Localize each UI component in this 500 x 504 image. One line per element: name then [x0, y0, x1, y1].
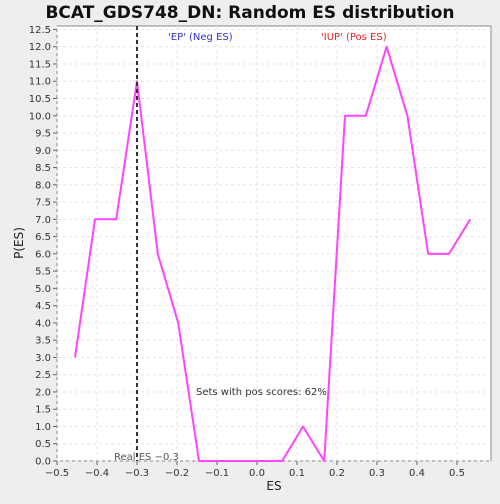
y-tick-label: 10.0	[29, 111, 51, 122]
y-tick-label: 11.5	[29, 59, 51, 70]
x-tick-label: 0.5	[449, 468, 465, 479]
y-tick-label: 0.5	[35, 439, 51, 450]
x-axis-title: ES	[266, 479, 281, 493]
neg-es-label: 'EP' (Neg ES)	[168, 32, 233, 43]
y-tick-label: 11.0	[29, 77, 51, 88]
y-tick-label: 1.5	[35, 405, 51, 416]
x-tick-label: 0.1	[289, 468, 305, 479]
y-tick-label: 6.0	[35, 249, 51, 260]
y-tick-label: 5.5	[35, 267, 51, 278]
y-tick-label: 4.5	[35, 301, 51, 312]
y-tick-label: 7.5	[35, 198, 51, 209]
x-tick-label: −0.4	[85, 468, 109, 479]
y-tick-label: 0.0	[35, 457, 51, 468]
y-tick-label: 12.5	[29, 25, 51, 36]
x-tick-label: 0.3	[369, 468, 385, 479]
y-axis-title: P(ES)	[12, 227, 26, 259]
pos-es-label: 'IUP' (Pos ES)	[321, 32, 387, 43]
y-tick-label: 12.0	[29, 42, 51, 53]
y-tick-label: 1.0	[35, 422, 51, 433]
y-tick-label: 8.5	[35, 163, 51, 174]
y-tick-label: 9.5	[35, 129, 51, 140]
pos-scores-annotation: Sets with pos scores: 62%	[196, 387, 327, 398]
y-tick-label: 9.0	[35, 146, 51, 157]
x-tick-label: 0.2	[329, 468, 345, 479]
real-es-label: Real ES −0.3	[114, 452, 179, 463]
chart-title: BCAT_GDS748_DN: Random ES distribution	[45, 3, 454, 23]
y-tick-label: 10.5	[29, 94, 51, 105]
x-axis: −0.5 −0.4 −0.3 −0.2 −0.1 0.0 0.1 0.2 0.3 0.4 0.5	[45, 461, 465, 479]
x-tick-label: 0.4	[409, 468, 425, 479]
y-tick-label: 3.0	[35, 353, 51, 364]
y-tick-label: 3.5	[35, 336, 51, 347]
y-axis: 0.0 0.5 1.0 1.5 2.0 2.5 3.0 3.5 4.0 4.5 5.0 5.5 6.0 6…	[29, 25, 57, 468]
x-tick-label: −0.3	[125, 468, 149, 479]
x-tick-label: −0.1	[205, 468, 229, 479]
y-tick-label: 8.0	[35, 180, 51, 191]
y-tick-label: 6.5	[35, 232, 51, 243]
y-tick-label: 2.0	[35, 387, 51, 398]
series-line	[74, 45, 472, 462]
series-layer	[74, 45, 472, 462]
y-tick-label: 2.5	[35, 370, 51, 381]
x-tick-label: 0.0	[249, 468, 265, 479]
x-tick-label: −0.2	[165, 468, 189, 479]
y-tick-label: 5.0	[35, 284, 51, 295]
x-tick-label: −0.5	[45, 468, 69, 479]
y-tick-label: 7.0	[35, 215, 51, 226]
y-tick-label: 4.0	[35, 318, 51, 329]
